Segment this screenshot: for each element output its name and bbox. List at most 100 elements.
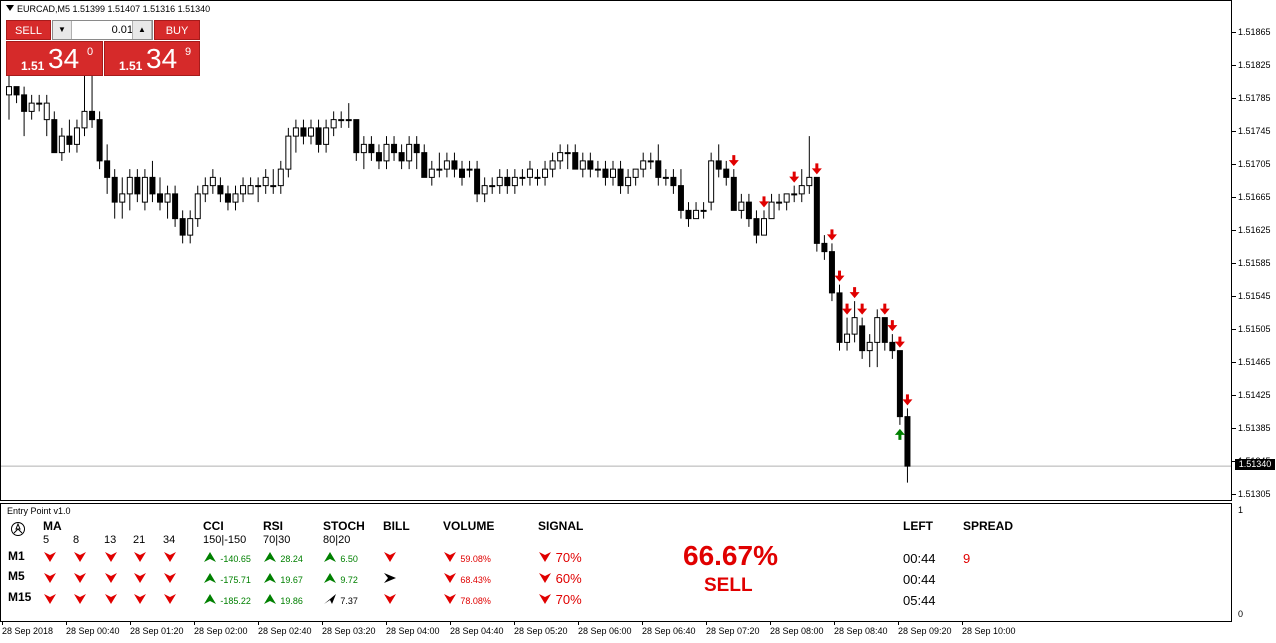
ma-period-21: 21	[133, 534, 146, 546]
arrow-down-red-icon	[443, 593, 457, 608]
volume-cell-m5: 68.43%	[443, 572, 491, 587]
time-tick-mark	[386, 622, 387, 625]
candle	[572, 144, 579, 170]
candle	[617, 160, 624, 194]
bill-cell-m5	[383, 572, 397, 587]
candle	[761, 210, 767, 236]
candle	[270, 169, 277, 194]
candle	[889, 334, 896, 359]
candle	[866, 334, 873, 368]
candle	[859, 317, 866, 359]
candle	[534, 169, 541, 186]
time-tick-label: 28 Sep 06:00	[578, 626, 632, 636]
sell-signal-arrow	[857, 303, 868, 315]
candle	[157, 177, 163, 211]
sell-quote-fraction: 0	[87, 46, 94, 58]
candle	[300, 119, 307, 145]
price-tick-mark	[1232, 164, 1236, 165]
arrow-up-green-icon	[323, 551, 337, 566]
arrow-down-red-icon	[43, 551, 57, 566]
candle	[526, 160, 533, 186]
settings-icon[interactable]	[10, 521, 26, 540]
lot-decrease-button[interactable]: ▼	[53, 21, 72, 39]
candle	[73, 119, 80, 153]
candle	[224, 185, 231, 211]
price-tick-mark	[1232, 98, 1236, 99]
candle	[587, 152, 594, 178]
price-tick-label: 1.51745	[1238, 126, 1271, 136]
candle	[96, 111, 103, 170]
candle	[791, 185, 798, 203]
candle	[715, 144, 722, 178]
price-tick-label: 1.51625	[1238, 225, 1271, 235]
price-tick-mark	[1232, 329, 1236, 330]
buy-quote-button[interactable]: 1.51 34 9	[104, 41, 200, 76]
candle	[119, 177, 126, 219]
candle	[640, 152, 647, 178]
time-tick-label: 28 Sep 04:40	[450, 626, 504, 636]
signal-direction: SELL	[704, 575, 753, 596]
candle	[58, 127, 65, 161]
sell-signal-arrow	[728, 155, 739, 167]
cci-header: CCI	[203, 519, 224, 533]
rsi-cell-m1: 28.24	[263, 551, 303, 566]
price-tick-mark	[1232, 65, 1236, 66]
arrow-down-red-icon	[73, 551, 87, 566]
lot-size-control: ▼ ▲	[52, 20, 153, 40]
price-tick-label: 1.51385	[1238, 423, 1271, 433]
sell-button[interactable]: SELL	[6, 20, 51, 40]
candle	[451, 152, 458, 178]
price-tick-mark	[1232, 263, 1236, 264]
rsi-cell-m5: 19.67	[263, 572, 303, 587]
arrow-down-red-icon	[383, 593, 397, 608]
arrow-down-red-icon	[104, 551, 118, 566]
price-axis: 1.51865 1.51825 1.51785 1.51745 1.51705 1.516…	[1232, 0, 1276, 501]
bill-cell-m15	[383, 593, 397, 608]
lot-increase-button[interactable]: ▲	[132, 21, 152, 39]
signal-header: SIGNAL	[538, 519, 584, 533]
arrow-down-red-icon	[43, 572, 57, 587]
lot-size-input[interactable]	[73, 22, 135, 38]
candle	[179, 210, 186, 244]
candle	[66, 119, 73, 153]
time-tick-mark	[450, 622, 451, 625]
arrow-down-red-icon	[163, 593, 177, 608]
time-tick-label: 28 Sep 04:00	[386, 626, 440, 636]
candle	[708, 152, 715, 211]
sell-signal-arrow	[826, 229, 837, 241]
left-cell-m15: 05:44	[903, 593, 936, 608]
time-tick-mark	[258, 622, 259, 625]
arrow-up-green-icon	[263, 551, 277, 566]
signal-cell-m5: 60%	[538, 571, 582, 587]
candle	[798, 169, 805, 203]
candle	[851, 301, 858, 343]
price-chart[interactable]	[0, 0, 1232, 501]
candle	[255, 177, 262, 203]
buy-button[interactable]: BUY	[154, 20, 200, 40]
candle	[579, 152, 586, 178]
time-tick-mark	[898, 622, 899, 625]
candle	[564, 144, 571, 170]
arrow-down-red-icon	[133, 593, 147, 608]
arrow-down-red-icon	[443, 572, 457, 587]
row-label-m15: M15	[8, 590, 32, 604]
candle	[262, 169, 269, 194]
candle	[474, 160, 481, 203]
candle	[632, 168, 639, 186]
sell-signal-arrow	[879, 303, 890, 315]
candle	[217, 177, 224, 203]
candle	[459, 160, 465, 186]
candle	[406, 136, 413, 170]
candle	[338, 111, 345, 128]
sell-quote-button[interactable]: 1.51 34 0	[6, 41, 103, 76]
candle	[511, 169, 518, 194]
left-header: LEFT	[903, 519, 933, 533]
time-tick-mark	[66, 622, 67, 625]
stoch-cell-m5: 9.72	[323, 572, 358, 587]
price-tick-label: 1.51665	[1238, 192, 1271, 202]
time-tick-mark	[962, 622, 963, 625]
time-tick-label: 28 Sep 09:20	[898, 626, 952, 636]
candle	[194, 185, 201, 227]
price-tick-mark	[1232, 494, 1236, 495]
indicator-name: Entry Point v1.0	[7, 506, 71, 516]
